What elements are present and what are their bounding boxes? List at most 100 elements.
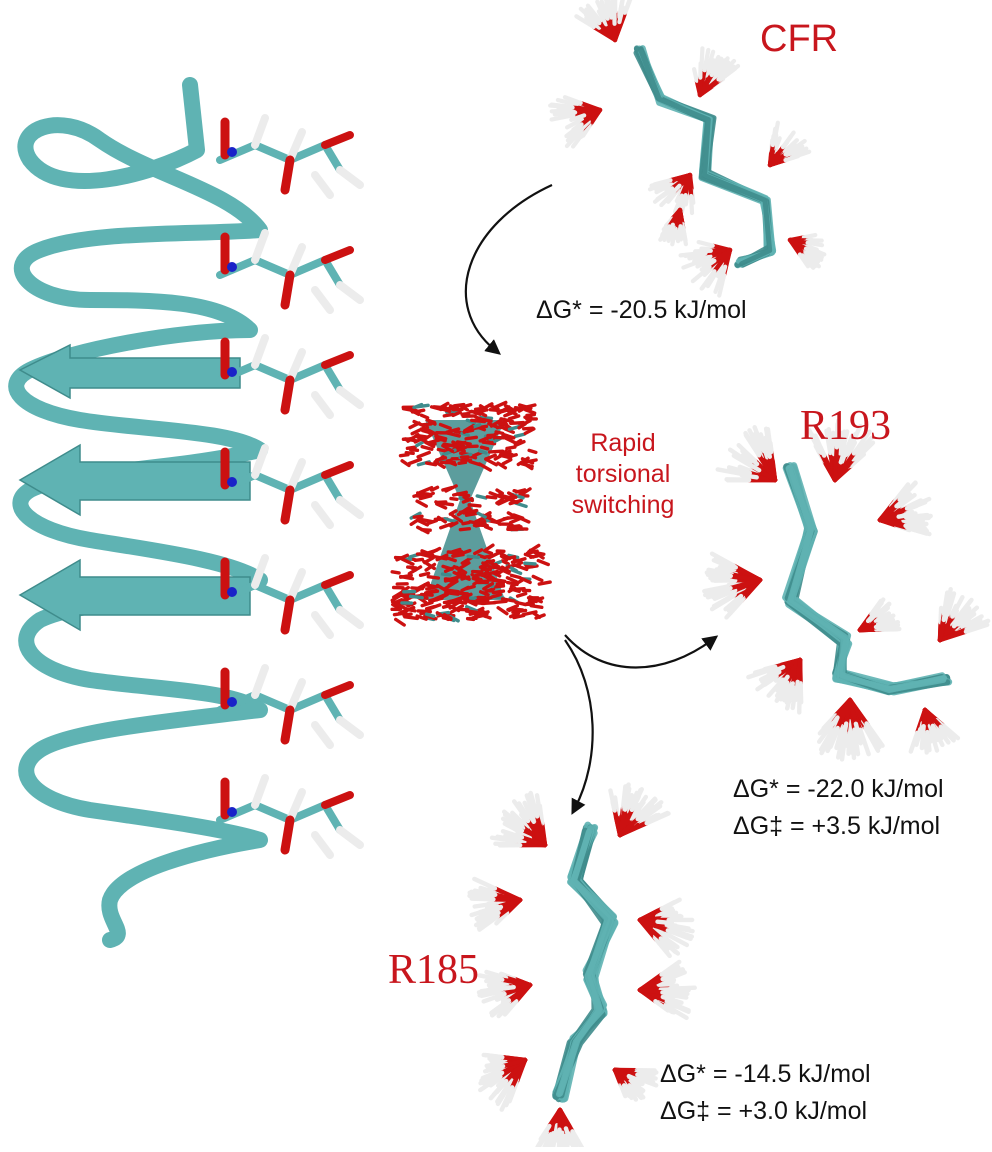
bond xyxy=(444,414,452,415)
nitrogen-atom xyxy=(227,367,237,377)
bond xyxy=(285,820,290,850)
bond xyxy=(796,682,798,700)
bond xyxy=(497,584,503,585)
bond xyxy=(531,556,538,557)
bond xyxy=(493,591,503,593)
bond xyxy=(325,145,340,170)
bond xyxy=(487,497,495,498)
bond xyxy=(500,987,513,989)
bond xyxy=(685,253,705,256)
backbone-conformer xyxy=(789,473,946,692)
bond xyxy=(509,416,518,419)
bond xyxy=(944,603,947,619)
bond xyxy=(418,493,429,494)
bond xyxy=(285,600,290,630)
bond xyxy=(527,415,534,416)
bond xyxy=(804,235,815,237)
bond xyxy=(476,408,484,409)
bond xyxy=(495,601,507,602)
bond xyxy=(255,778,265,805)
bond xyxy=(484,1055,503,1057)
bond xyxy=(315,725,330,745)
nitrogen-atom xyxy=(227,147,237,157)
bond xyxy=(550,106,572,108)
bond xyxy=(522,464,532,467)
bond xyxy=(423,431,431,433)
bond xyxy=(315,615,330,635)
bond xyxy=(503,460,511,464)
bond xyxy=(255,668,265,695)
bond xyxy=(430,421,435,424)
bond xyxy=(255,145,290,160)
bond xyxy=(876,625,889,627)
bond xyxy=(460,529,469,530)
bond xyxy=(533,613,539,617)
bond xyxy=(340,285,360,300)
bond xyxy=(255,475,290,490)
bond xyxy=(325,465,350,475)
bond xyxy=(481,447,487,449)
r185-ensemble xyxy=(469,785,694,1147)
bond xyxy=(476,574,484,575)
bond xyxy=(517,517,529,522)
bond xyxy=(699,242,713,246)
bond xyxy=(426,591,436,593)
bond xyxy=(421,415,427,418)
switching-note: Rapid torsional switching xyxy=(568,428,678,521)
nitrogen-atom xyxy=(227,807,237,817)
bond xyxy=(468,619,474,620)
bond xyxy=(518,594,526,597)
bond xyxy=(459,602,465,603)
bond xyxy=(255,260,290,275)
bond xyxy=(401,575,412,577)
nitrogen-atom xyxy=(227,262,237,272)
bond xyxy=(417,443,422,446)
bond xyxy=(414,516,422,517)
bond xyxy=(538,561,548,565)
bond xyxy=(457,494,468,496)
bond xyxy=(315,175,330,195)
bond xyxy=(531,606,542,608)
bond xyxy=(315,395,330,415)
bond xyxy=(315,290,330,310)
bond xyxy=(285,710,290,740)
bond xyxy=(472,899,494,900)
bond xyxy=(923,726,924,739)
bond xyxy=(498,518,508,522)
bond xyxy=(325,365,340,390)
bond xyxy=(694,69,697,81)
bond xyxy=(340,720,360,735)
bond xyxy=(411,596,423,597)
bond xyxy=(680,210,681,226)
switching-line-1: Rapid xyxy=(568,428,678,459)
bond xyxy=(476,410,484,412)
bond xyxy=(438,449,448,451)
bond xyxy=(529,450,536,452)
bond xyxy=(441,408,452,409)
bond xyxy=(466,611,479,613)
bond xyxy=(515,434,524,436)
bond xyxy=(658,922,672,923)
bond xyxy=(498,410,506,411)
r193-energy-ddagger: ΔG‡ = +3.5 kJ/mol xyxy=(733,812,940,841)
bond xyxy=(475,603,484,604)
bond xyxy=(454,555,463,557)
bond xyxy=(472,420,485,421)
bond xyxy=(662,992,680,994)
arrow-central-to-r185 xyxy=(565,640,593,808)
bond xyxy=(405,617,417,619)
bond xyxy=(480,565,486,568)
switching-line-2: torsional xyxy=(568,459,678,490)
bond xyxy=(285,275,290,305)
bond xyxy=(512,527,521,529)
bond xyxy=(625,0,633,13)
bond xyxy=(443,574,450,575)
nitrogen-atom xyxy=(227,477,237,487)
nitrogen-atom xyxy=(227,697,237,707)
bond xyxy=(539,582,550,584)
bond xyxy=(490,410,497,411)
bond xyxy=(325,695,340,720)
bond xyxy=(463,405,470,407)
bond xyxy=(255,805,290,820)
